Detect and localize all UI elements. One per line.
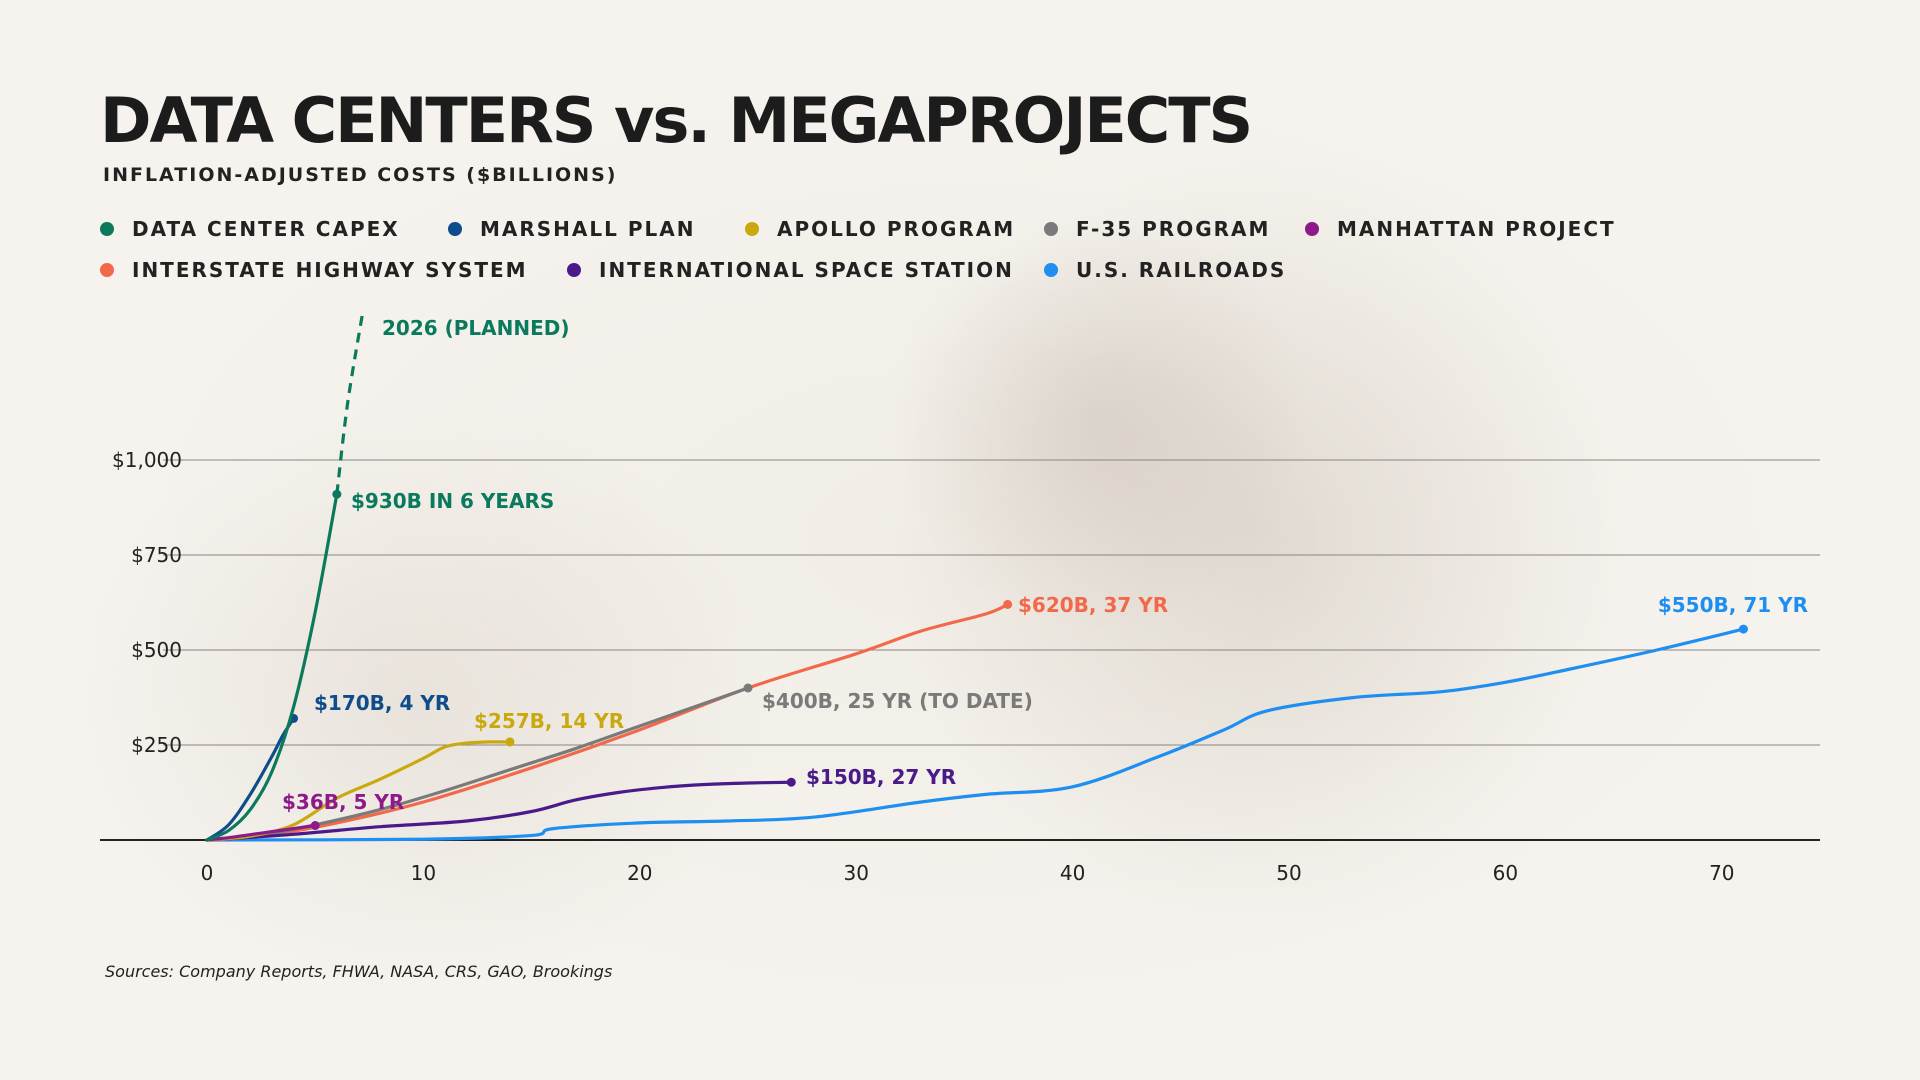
endpoint-marker-data-center-capex — [332, 489, 342, 499]
endpoint-marker-interstate-highway-system — [1003, 599, 1013, 609]
x-tick-label: 40 — [1060, 861, 1085, 885]
end-label-international-space-station: $150B, 27 YR — [806, 765, 956, 789]
end-label-apollo-program: $257B, 14 YR — [474, 709, 624, 733]
legend-item-data-center-capex: DATA CENTER CAPEX — [100, 217, 400, 241]
x-tick-label: 0 — [201, 861, 214, 885]
x-tick-label: 20 — [627, 861, 652, 885]
end-label-data-center-capex: $930B IN 6 YEARS — [351, 489, 554, 513]
x-tick-label: 10 — [411, 861, 436, 885]
legend-item-f35-program: F-35 PROGRAM — [1044, 217, 1270, 241]
legend-item-manhattan-project: MANHATTAN PROJECT — [1305, 217, 1616, 241]
x-tick-label: 60 — [1493, 861, 1518, 885]
source-note: Sources: Company Reports, FHWA, NASA, CR… — [105, 962, 613, 981]
legend-dot — [100, 222, 114, 236]
series-line-marshall-plan — [205, 716, 296, 842]
endpoint-marker-f-35-program — [743, 683, 753, 693]
projection-line-data-center-capex — [335, 311, 365, 495]
legend-dot — [1044, 222, 1058, 236]
end-label-f-35-program: $400B, 25 YR (TO DATE) — [762, 689, 1033, 713]
legend-dot — [567, 263, 581, 277]
chart-subtitle: INFLATION-ADJUSTED COSTS ($BILLIONS) — [103, 164, 618, 186]
y-tick-label: $1,000 — [112, 448, 182, 472]
legend-label: APOLLO PROGRAM — [777, 217, 1016, 241]
legend-dot — [1044, 263, 1058, 277]
series-line-manhattan-project — [205, 823, 317, 842]
y-tick-label: $500 — [131, 638, 182, 662]
legend-label: INTERSTATE HIGHWAY SYSTEM — [132, 258, 528, 282]
legend-dot — [745, 222, 759, 236]
y-tick-label: $750 — [131, 543, 182, 567]
legend-label: INTERNATIONAL SPACE STATION — [599, 258, 1014, 282]
endpoint-marker-manhattan-project — [310, 821, 320, 831]
legend-dot — [448, 222, 462, 236]
x-tick-label: 30 — [843, 861, 868, 885]
legend-label: F-35 PROGRAM — [1076, 217, 1271, 241]
end-label-interstate-highway-system: $620B, 37 YR — [1018, 593, 1168, 617]
chart-title: DATA CENTERS vs. MEGAPROJECTS — [100, 84, 1253, 157]
series-line-data-center-capex — [205, 492, 339, 842]
endpoint-marker-international-space-station — [786, 777, 796, 787]
endpoint-marker-apollo-program — [505, 737, 515, 747]
legend-label: MARSHALL PLAN — [480, 217, 696, 241]
series-line-interstate-highway-system — [205, 602, 1010, 842]
legend-item-marshall-plan: MARSHALL PLAN — [448, 217, 695, 241]
legend-item-apollo-program: APOLLO PROGRAM — [745, 217, 1015, 241]
end-label-marshall-plan: $170B, 4 YR — [314, 691, 450, 715]
legend-dot — [100, 263, 114, 277]
legend-label: U.S. RAILROADS — [1076, 258, 1287, 282]
legend-item-international-space-station: INTERNATIONAL SPACE STATION — [567, 258, 1014, 282]
x-tick-label: 50 — [1276, 861, 1301, 885]
y-tick-label: $250 — [131, 733, 182, 757]
legend-label: DATA CENTER CAPEX — [132, 217, 400, 241]
end-label-u-s-railroads: $550B, 71 YR — [1658, 593, 1808, 617]
legend-dot — [1305, 222, 1319, 236]
series-line-u-s-railroads — [205, 627, 1746, 842]
series-line-international-space-station — [205, 780, 793, 842]
projection-label: 2026 (PLANNED) — [382, 316, 570, 340]
endpoint-marker-u-s-railroads — [1738, 624, 1748, 634]
end-label-manhattan-project: $36B, 5 YR — [282, 790, 404, 814]
x-tick-label: 70 — [1709, 861, 1734, 885]
legend-label: MANHATTAN PROJECT — [1337, 217, 1616, 241]
legend-item-interstate-highway-system: INTERSTATE HIGHWAY SYSTEM — [100, 258, 528, 282]
legend-item-us-railroads: U.S. RAILROADS — [1044, 258, 1286, 282]
